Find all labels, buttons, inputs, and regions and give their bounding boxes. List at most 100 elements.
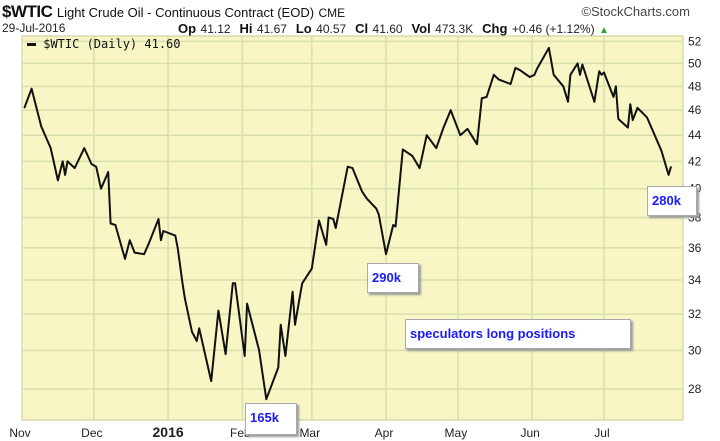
price-point (668, 174, 670, 176)
price-point (533, 74, 536, 76)
price-point (514, 67, 516, 69)
price-point (277, 366, 279, 369)
price-point (629, 103, 631, 105)
price-point (258, 349, 260, 351)
legend-text: $WTIC (Daily) 41.60 (43, 37, 181, 51)
price-point (299, 296, 301, 298)
price-point (64, 174, 66, 176)
price-point (301, 282, 303, 284)
price-point (577, 62, 579, 65)
annotation-speculators: speculators long positions (405, 319, 631, 349)
price-point (294, 324, 296, 326)
price-stats: Op 41.12 Hi 41.67 Lo 40.57 Cl 41.60 Vol … (178, 21, 609, 36)
price-point (198, 327, 200, 329)
price-point (418, 167, 421, 169)
price-point (114, 224, 117, 226)
price-point (40, 125, 42, 127)
y-tick-label: 44 (688, 128, 702, 142)
price-point (57, 179, 59, 181)
price-point (191, 331, 193, 333)
price-point (375, 208, 378, 210)
price-point (129, 239, 131, 241)
plot-area (21, 35, 684, 421)
price-point (311, 267, 313, 270)
price-point (90, 163, 93, 165)
price-point (536, 68, 538, 70)
price-point (466, 128, 469, 130)
symbol: $WTIC (2, 2, 53, 21)
x-tick-label: May (445, 426, 468, 440)
y-tick-label: 46 (688, 103, 702, 117)
price-point (50, 147, 52, 149)
up-arrow-icon: ▲ (599, 25, 609, 36)
x-tick-label: Apr (375, 426, 394, 440)
y-tick-label: 48 (688, 79, 702, 93)
price-point (66, 160, 69, 162)
x-tick-label: Mar (299, 426, 320, 440)
price-point (426, 134, 428, 136)
price-point (636, 107, 639, 109)
price-point (569, 74, 572, 76)
price-point (598, 70, 600, 72)
price-point (30, 88, 33, 90)
price-point (210, 380, 212, 382)
price-point (292, 291, 294, 293)
price-point (627, 126, 629, 129)
price-point (519, 69, 521, 71)
price-point (361, 190, 363, 193)
y-tick-label: 34 (688, 273, 702, 287)
price-point (110, 222, 112, 225)
price-point (603, 71, 605, 74)
annotation-165k: 165k (245, 403, 297, 435)
legend-line-swatch (27, 43, 36, 46)
price-point (450, 109, 452, 111)
exchange: CME (318, 6, 346, 20)
price-point (395, 225, 397, 228)
price-point (615, 85, 617, 87)
y-tick-label: 42 (688, 154, 702, 168)
price-point (62, 160, 64, 162)
price-point (660, 150, 663, 152)
price-point (265, 398, 267, 400)
price-point (184, 297, 186, 300)
price-point (143, 253, 145, 255)
price-point (493, 74, 495, 76)
price-point (174, 234, 176, 237)
price-point (497, 78, 500, 80)
annotation-290k: 290k (367, 263, 419, 293)
price-point (347, 166, 349, 168)
y-tick-label: 28 (688, 382, 702, 396)
x-tick-label: Dec (81, 426, 102, 440)
price-point (459, 134, 461, 136)
price-point (617, 118, 619, 120)
price-point (133, 252, 136, 254)
price-point (351, 167, 354, 169)
price-point (74, 167, 76, 169)
price-point (378, 214, 380, 216)
chart-header-title: $WTIC Light Crude Oil - Continuous Contr… (2, 2, 345, 22)
price-point (318, 219, 320, 222)
price-point (234, 282, 236, 284)
price-point (402, 148, 404, 151)
price-point (124, 258, 126, 260)
price-point (244, 355, 246, 357)
price-point (177, 247, 179, 249)
price-point (476, 143, 478, 145)
source-credit: ©StockCharts.com (581, 4, 690, 19)
price-point (325, 244, 327, 246)
price-point (553, 74, 555, 76)
price-point (280, 324, 282, 326)
price-point (107, 171, 109, 173)
price-point (181, 282, 184, 284)
price-point (23, 107, 25, 109)
price-point (148, 242, 150, 244)
price-point (593, 101, 595, 103)
price-point (632, 119, 634, 121)
price-point (481, 97, 483, 99)
price-point (670, 166, 672, 168)
price-point (486, 96, 488, 98)
price-point (162, 230, 164, 232)
price-point (509, 83, 512, 85)
price-point (646, 117, 648, 119)
